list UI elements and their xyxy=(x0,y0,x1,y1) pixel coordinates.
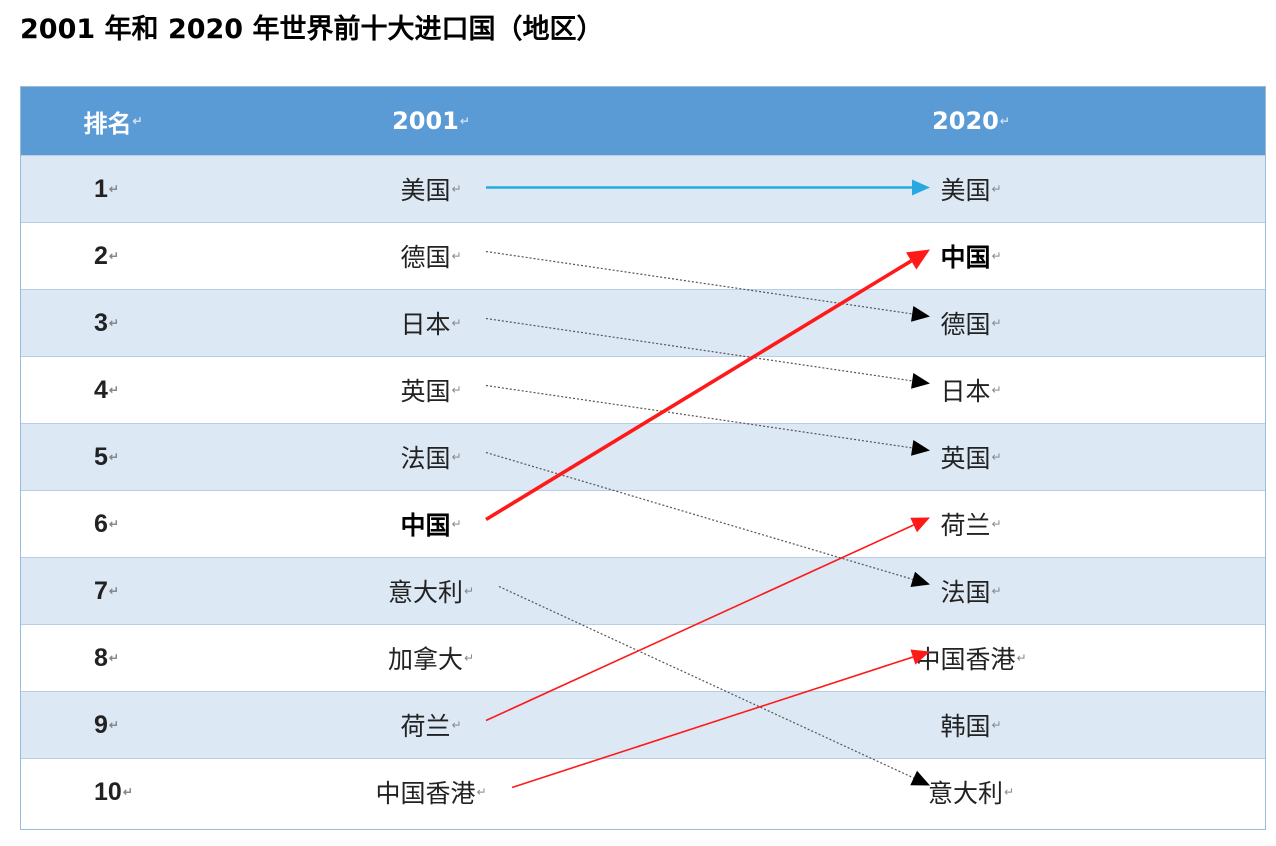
country-2001-cell: 荷兰 ↵ xyxy=(400,712,462,741)
header-2020: 2020 ↵ xyxy=(932,107,1010,135)
table-row: 2 ↵ 德国 ↵ 中国 ↵ xyxy=(21,222,1265,289)
country-2001-cell: 德国 ↵ xyxy=(400,243,462,272)
table-row: 5 ↵ 法国 ↵ 英国 ↵ xyxy=(21,423,1265,490)
country-2020-cell: 韩国 ↵ xyxy=(940,712,1002,741)
table-row: 9 ↵ 荷兰 ↵ 韩国 ↵ xyxy=(21,691,1265,758)
rank-cell: 1 ↵ xyxy=(94,174,119,203)
table-row: 10 ↵ 中国香港 ↵ 意大利 ↵ xyxy=(21,758,1265,825)
rank-cell: 3 ↵ xyxy=(94,308,119,337)
table-row: 6 ↵ 中国 ↵ 荷兰 ↵ xyxy=(21,490,1265,557)
table-row: 4 ↵ 英国 ↵ 日本 ↵ xyxy=(21,356,1265,423)
country-2001-cell: 意大利 ↵ xyxy=(387,578,475,607)
page-title: 2001 年和 2020 年世界前十大进口国（地区） xyxy=(20,14,604,45)
rank-cell: 8 ↵ xyxy=(94,643,119,672)
rank-cell: 9 ↵ xyxy=(94,710,119,739)
rank-cell: 7 ↵ xyxy=(94,576,119,605)
country-2020-cell: 日本 ↵ xyxy=(940,377,1002,406)
country-2020-cell: 法国 ↵ xyxy=(940,578,1002,607)
country-2001-cell: 英国 ↵ xyxy=(400,377,462,406)
country-2020-cell: 意大利 ↵ xyxy=(927,779,1015,808)
country-2020-cell: 美国 ↵ xyxy=(940,176,1002,205)
country-2001-cell: 美国 ↵ xyxy=(400,176,462,205)
country-2001-cell: 加拿大 ↵ xyxy=(387,645,475,674)
country-2020-cell: 德国 ↵ xyxy=(940,310,1002,339)
rank-cell: 4 ↵ xyxy=(94,375,119,404)
table-row: 7 ↵ 意大利 ↵ 法国 ↵ xyxy=(21,557,1265,624)
rank-cell: 6 ↵ xyxy=(94,509,119,538)
country-2020-cell: 荷兰 ↵ xyxy=(940,511,1002,540)
rank-cell: 10 ↵ xyxy=(94,777,133,806)
country-2001-cell: 日本 ↵ xyxy=(400,310,462,339)
table-header-row: 排名 ↵ 2001 ↵ 2020 ↵ xyxy=(21,87,1265,155)
country-2020-cell: 中国香港 ↵ xyxy=(915,645,1027,674)
rank-cell: 5 ↵ xyxy=(94,442,119,471)
header-rank: 排名 ↵ xyxy=(83,110,143,138)
country-2001-cell: 中国香港 ↵ xyxy=(375,779,487,808)
country-2001-cell: 法国 ↵ xyxy=(400,444,462,473)
table-row: 8 ↵ 加拿大 ↵ 中国香港 ↵ xyxy=(21,624,1265,691)
table-row: 1 ↵ 美国 ↵ 美国 ↵ xyxy=(21,155,1265,222)
country-2020-cell: 英国 ↵ xyxy=(940,444,1002,473)
header-2001: 2001 ↵ xyxy=(392,107,470,135)
rank-cell: 2 ↵ xyxy=(94,241,119,270)
country-2001-cell: 中国 ↵ xyxy=(400,511,462,540)
country-2020-cell: 中国 ↵ xyxy=(940,243,1002,272)
table-row: 3 ↵ 日本 ↵ 德国 ↵ xyxy=(21,289,1265,356)
ranking-table: 排名 ↵ 2001 ↵ 2020 ↵ 1 ↵ 美国 ↵ 美国 ↵ 2 ↵ 德国 ↵ 中国 ↵ 3 ↵ 日本 ↵ 德国 ↵… xyxy=(20,86,1266,830)
